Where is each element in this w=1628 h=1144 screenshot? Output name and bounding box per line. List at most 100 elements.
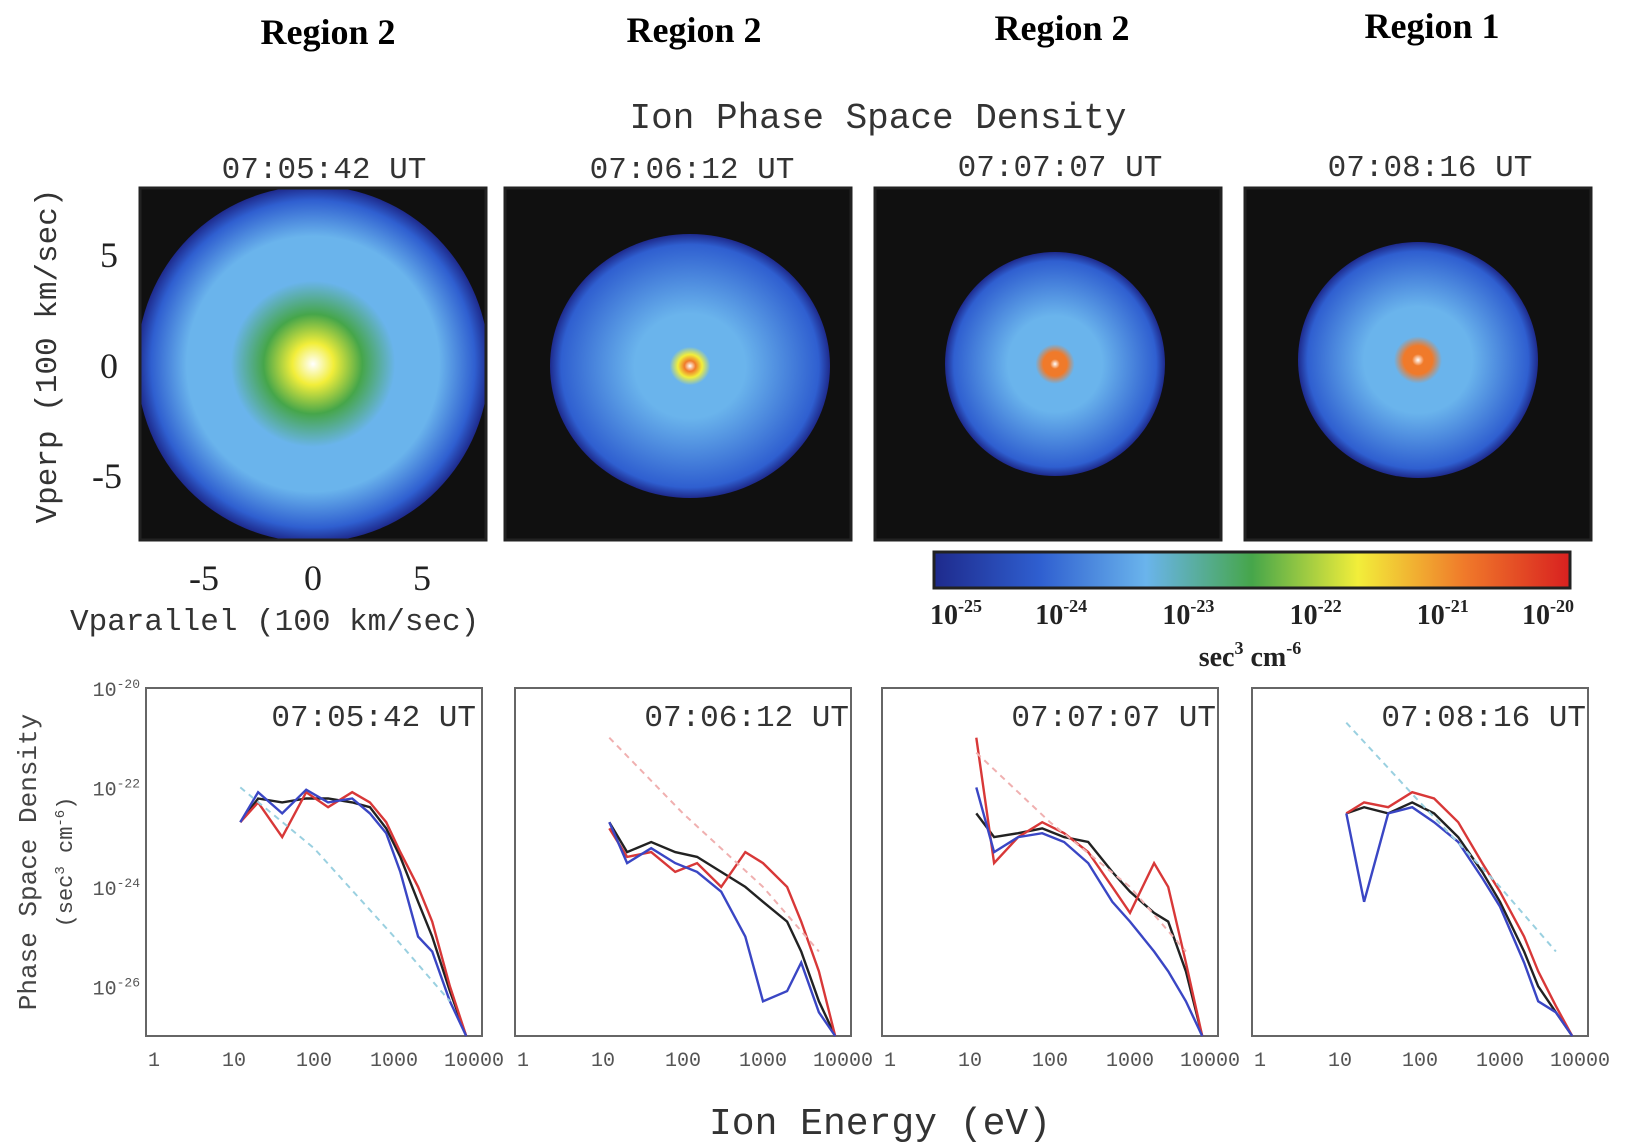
- bottom-y-tick-exp: -24: [117, 876, 141, 891]
- bottom-x-tick: 10000: [813, 1050, 873, 1073]
- colorbar-tick-base: 10: [930, 600, 958, 631]
- colorbar-tick-base: 10: [1290, 600, 1318, 631]
- colorbar-tick-label: 10-25: [930, 596, 982, 631]
- spectrum-time: 07:05:42 UT: [271, 701, 476, 736]
- spectrum-panel-1: 07:05:42 UT: [145, 687, 483, 1037]
- colorbar-unit-mid: cm: [1244, 642, 1287, 673]
- spectrum-series-line: [608, 821, 837, 1037]
- colorbar-tick-exp: -23: [1190, 596, 1214, 616]
- bottom-y-tick-exp: -22: [117, 776, 140, 791]
- spectrum-panel-4: 07:08:16 UT: [1251, 687, 1589, 1037]
- bottom-x-tick: 10000: [444, 1050, 504, 1073]
- spectrum-lines: [975, 737, 1204, 1037]
- colorbar: 10-25 10-24 10-23 10-22 10-21 10-20 sec3 cm-6: [930, 550, 1574, 673]
- bottom-y-unit-base: (sec: [54, 875, 79, 928]
- bottom-y-unit-mid: cm: [54, 827, 79, 867]
- bottom-y-tick-exp: -26: [117, 975, 140, 990]
- heatmap-panel-4: [1243, 186, 1593, 542]
- bottom-x-ticks: 1 10 100 1000 10000 1 10 100 1000 10000 1 10 100 1000…: [148, 1050, 1610, 1073]
- heatmap-frame: [1243, 186, 1593, 542]
- bottom-y-tick: 10-26: [93, 975, 140, 1001]
- spectrum-panel-3: 07:07:07 UT: [881, 687, 1219, 1037]
- spectrum-series-line: [1345, 790, 1574, 1037]
- colorbar-tick-base: 10: [1162, 600, 1190, 631]
- spectrum-frame: [145, 687, 483, 1037]
- spectrum-series-line: [975, 787, 1204, 1037]
- spectrum-series-line: [975, 737, 1204, 1037]
- spectrum-series-line: [239, 786, 451, 1002]
- top-y-axis-label: Vperp (100 km/sec): [31, 189, 66, 524]
- colorbar-unit-base: sec: [1199, 642, 1235, 673]
- region-label-2: Region 2: [627, 10, 762, 50]
- bottom-x-tick: 100: [1032, 1050, 1068, 1073]
- top-y-tick: -5: [92, 456, 122, 496]
- bottom-x-tick: 1000: [739, 1050, 787, 1073]
- heatmap-panel-2: [503, 186, 853, 542]
- spectrum-frame: [1251, 687, 1589, 1037]
- colorbar-gradient: [932, 550, 1572, 590]
- colorbar-unit-label: sec3 cm-6: [1199, 638, 1302, 673]
- colorbar-tick-exp: -24: [1063, 596, 1087, 616]
- bottom-y-axis-unit: (sec3 cm-6): [53, 797, 79, 928]
- bottom-x-tick: 1000: [370, 1050, 418, 1073]
- heatmap-frame: [873, 186, 1223, 542]
- bottom-y-unit-end: ): [54, 797, 79, 810]
- bottom-y-tick-base: 10: [93, 879, 117, 902]
- colorbar-tick-label: 10-24: [1035, 596, 1087, 631]
- top-title: Ion Phase Space Density: [630, 98, 1127, 139]
- bottom-y-tick-base: 10: [93, 779, 117, 802]
- colorbar-tick-exp: -20: [1550, 596, 1574, 616]
- heatmap-distribution: [945, 252, 1165, 476]
- bottom-x-tick: 1000: [1106, 1050, 1154, 1073]
- top-x-axis-label: Vparallel (100 km/sec): [70, 605, 479, 640]
- bottom-x-tick: 10: [591, 1050, 615, 1073]
- heatmap-distribution: [1298, 242, 1538, 478]
- colorbar-tick-label: 10-23: [1162, 596, 1214, 631]
- colorbar-tick-exp: -25: [958, 596, 982, 616]
- top-y-tick: 5: [100, 235, 118, 275]
- spectrum-series-line: [1345, 805, 1574, 1037]
- spectrum-time: 07:06:12 UT: [644, 701, 849, 736]
- colorbar-tick-exp: -22: [1318, 596, 1342, 616]
- region-label-3: Region 2: [995, 8, 1130, 48]
- bottom-x-tick: 100: [296, 1050, 332, 1073]
- bottom-y-tick: 10-22: [93, 776, 140, 802]
- spectrum-series-line: [1345, 722, 1557, 953]
- heatmap-panel-1: [138, 186, 488, 542]
- colorbar-tick-base: 10: [1417, 600, 1445, 631]
- colorbar-tick-exp: -21: [1445, 596, 1469, 616]
- heatmap-distribution: [140, 188, 486, 540]
- heatmap-time-2: 07:06:12 UT: [590, 153, 795, 188]
- spectrum-lines: [1345, 722, 1574, 1037]
- heatmap-time-1: 07:05:42 UT: [222, 153, 427, 188]
- bottom-x-tick: 10000: [1550, 1050, 1610, 1073]
- spectrum-series-line: [608, 821, 837, 1037]
- bottom-x-tick: 1000: [1476, 1050, 1524, 1073]
- colorbar-tick-labels: 10-25 10-24 10-23 10-22 10-21 10-20: [930, 596, 1574, 631]
- colorbar-tick-base: 10: [1522, 600, 1550, 631]
- colorbar-tick-label: 10-22: [1290, 596, 1342, 631]
- bottom-y-tick: 10-20: [93, 677, 140, 703]
- spectrum-lines: [608, 737, 837, 1037]
- bottom-y-axis-label: Phase Space Density: [14, 714, 44, 1010]
- spectrum-lines: [239, 786, 468, 1037]
- colorbar-unit-exp2: -6: [1286, 638, 1301, 658]
- spectrum-frame: [514, 687, 852, 1037]
- spectrum-series-line: [239, 788, 468, 1037]
- bottom-y-unit-exp1: 3: [53, 866, 69, 874]
- spectrum-series-line: [608, 827, 837, 1037]
- bottom-x-tick: 10000: [1180, 1050, 1240, 1073]
- spectrum-series-line: [975, 751, 1187, 953]
- bottom-y-unit-exp2: -6: [53, 810, 69, 827]
- region-label-1: Region 2: [261, 12, 396, 52]
- spectrum-panel-2: 07:06:12 UT: [514, 687, 852, 1037]
- colorbar-tick-label: 10-21: [1417, 596, 1469, 631]
- spectrum-series-line: [608, 737, 820, 953]
- spectrum-series-line: [239, 797, 468, 1037]
- bottom-x-tick: 10: [1328, 1050, 1352, 1073]
- bottom-x-axis-label: Ion Energy (eV): [709, 1103, 1051, 1144]
- spectrum-time: 07:08:16 UT: [1381, 701, 1586, 736]
- spectrum-frame: [881, 687, 1219, 1037]
